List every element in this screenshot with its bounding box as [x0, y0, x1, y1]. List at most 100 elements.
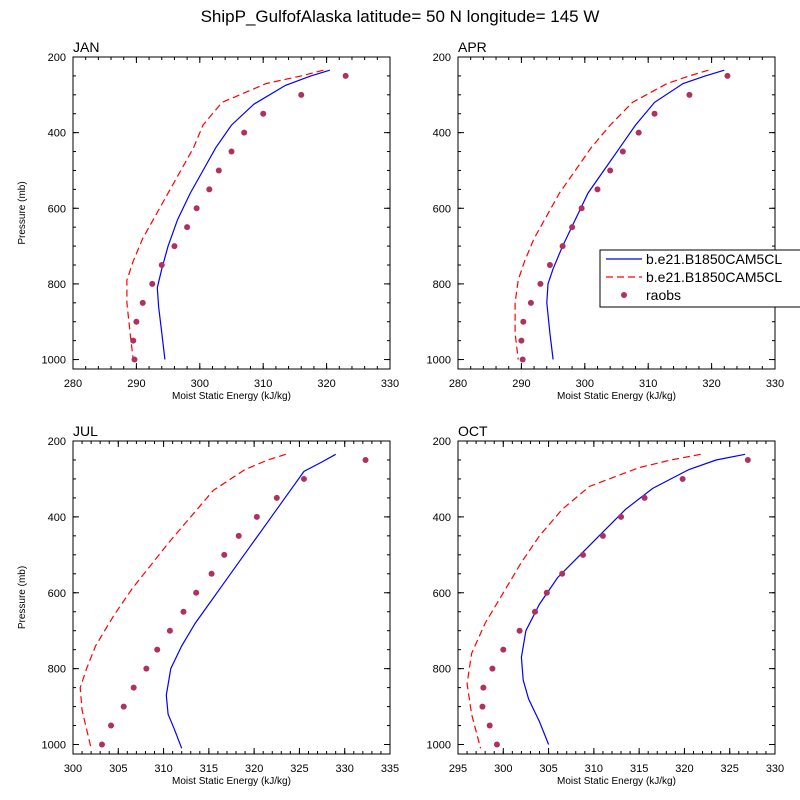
raobs-point	[744, 456, 751, 463]
raobs-point	[108, 722, 115, 729]
model-dashed-line	[514, 69, 709, 360]
raobs-point	[578, 205, 585, 212]
raobs-point	[131, 356, 138, 363]
x-tick-label: 310	[154, 763, 172, 775]
raobs-point	[253, 513, 260, 520]
raobs-point	[569, 224, 576, 231]
x-tick-label: 325	[290, 763, 308, 775]
raobs-point	[559, 570, 566, 577]
model-dashed-line	[466, 453, 701, 749]
raobs-point	[184, 224, 191, 231]
legend-label-model-solid: b.e21.B1850CAM5CL	[646, 251, 782, 267]
raobs-point	[607, 167, 614, 174]
raobs-point	[158, 262, 165, 268]
x-tick-label: 280	[64, 378, 82, 390]
y-tick-label: 600	[433, 203, 451, 215]
panel-title: OCT	[458, 423, 488, 439]
model-solid-line	[546, 69, 725, 360]
y-axis-label: Pressure (mb)	[17, 181, 28, 244]
model-solid-line	[156, 69, 330, 360]
x-tick-label: 335	[381, 763, 399, 775]
raobs-point	[362, 456, 369, 463]
raobs-point	[221, 551, 228, 558]
x-tick-label: 320	[317, 378, 335, 390]
raobs-point	[543, 589, 550, 596]
panel-title: JUL	[73, 423, 98, 439]
y-tick-label: 1000	[427, 355, 451, 367]
x-tick-label: 330	[381, 378, 399, 390]
raobs-point	[489, 665, 496, 672]
raobs-point	[546, 262, 553, 268]
raobs-point	[228, 148, 235, 155]
raobs-point	[641, 494, 648, 501]
y-tick-label: 200	[433, 436, 451, 448]
raobs-point	[479, 703, 486, 710]
y-tick-label: 1000	[42, 355, 66, 367]
y-tick-label: 600	[48, 203, 66, 215]
x-axis-label: Moist Static Energy (kJ/kg)	[172, 776, 291, 787]
raobs-point	[193, 589, 200, 596]
y-tick-label: 800	[433, 279, 451, 291]
y-tick-label: 400	[433, 512, 451, 524]
plot-frame	[457, 56, 776, 370]
x-tick-label: 305	[539, 763, 557, 775]
raobs-point	[537, 280, 544, 287]
y-tick-label: 1000	[42, 740, 66, 752]
panels: 280 290 300 310 320 330 200 400 600 800 1000 JAN Moi…	[17, 39, 784, 787]
y-axis-label: Pressure (mb)	[17, 566, 28, 629]
x-tick-label: 330	[336, 763, 354, 775]
x-tick-label: 305	[109, 763, 127, 775]
x-tick-label: 310	[254, 378, 272, 390]
raobs-point	[300, 475, 307, 482]
raobs-point	[679, 475, 686, 482]
raobs-point	[130, 337, 137, 344]
x-tick-label: 280	[449, 378, 467, 390]
raobs-point	[206, 186, 213, 193]
model-solid-line	[165, 453, 336, 749]
raobs-point	[724, 72, 731, 79]
raobs-point	[342, 72, 349, 79]
y-tick-label: 800	[48, 279, 66, 291]
raobs-point	[215, 167, 222, 174]
x-axis-label: Moist Static Energy (kJ/kg)	[557, 391, 676, 402]
raobs-point	[520, 318, 527, 325]
raobs-point	[635, 129, 642, 136]
raobs-point	[493, 741, 500, 748]
x-tick-label: 320	[702, 378, 720, 390]
x-tick-label: 320	[245, 763, 263, 775]
legend-marker-raobs	[621, 292, 627, 298]
raobs-point	[180, 608, 187, 615]
raobs-point	[480, 684, 487, 691]
y-tick-label: 200	[48, 52, 66, 64]
raobs-point	[154, 646, 161, 653]
raobs-point	[486, 722, 493, 729]
x-tick-label: 300	[64, 763, 82, 775]
raobs-point	[516, 627, 523, 634]
raobs-point	[594, 186, 601, 193]
plot-frame	[457, 440, 776, 755]
y-tick-label: 800	[433, 664, 451, 676]
raobs-point	[531, 608, 538, 615]
y-tick-label: 1000	[427, 740, 451, 752]
x-tick-label: 295	[449, 763, 467, 775]
raobs-point	[527, 299, 534, 306]
x-tick-label: 300	[191, 378, 209, 390]
y-tick-label: 200	[433, 52, 451, 64]
panel-apr: 280 290 300 310 320 330 200 400 600 800 1000 APR Moi…	[427, 39, 785, 402]
panel-title: APR	[458, 39, 487, 55]
panel-title: JAN	[73, 39, 99, 55]
x-tick-label: 320	[675, 763, 693, 775]
raobs-point	[559, 243, 566, 250]
model-solid-line	[520, 453, 746, 745]
x-tick-label: 310	[639, 378, 657, 390]
panel-jan: 280 290 300 310 320 330 200 400 600 800 1000 JAN Moi…	[17, 39, 399, 402]
x-axis-label: Moist Static Energy (kJ/kg)	[557, 776, 676, 787]
x-tick-label: 325	[721, 763, 739, 775]
y-tick-label: 600	[48, 588, 66, 600]
raobs-point	[298, 91, 305, 98]
y-tick-label: 200	[48, 436, 66, 448]
x-tick-label: 290	[127, 378, 145, 390]
legend-label-model-dashed: b.e21.B1850CAM5CL	[646, 269, 782, 285]
x-tick-label: 310	[585, 763, 603, 775]
raobs-point	[618, 513, 625, 520]
